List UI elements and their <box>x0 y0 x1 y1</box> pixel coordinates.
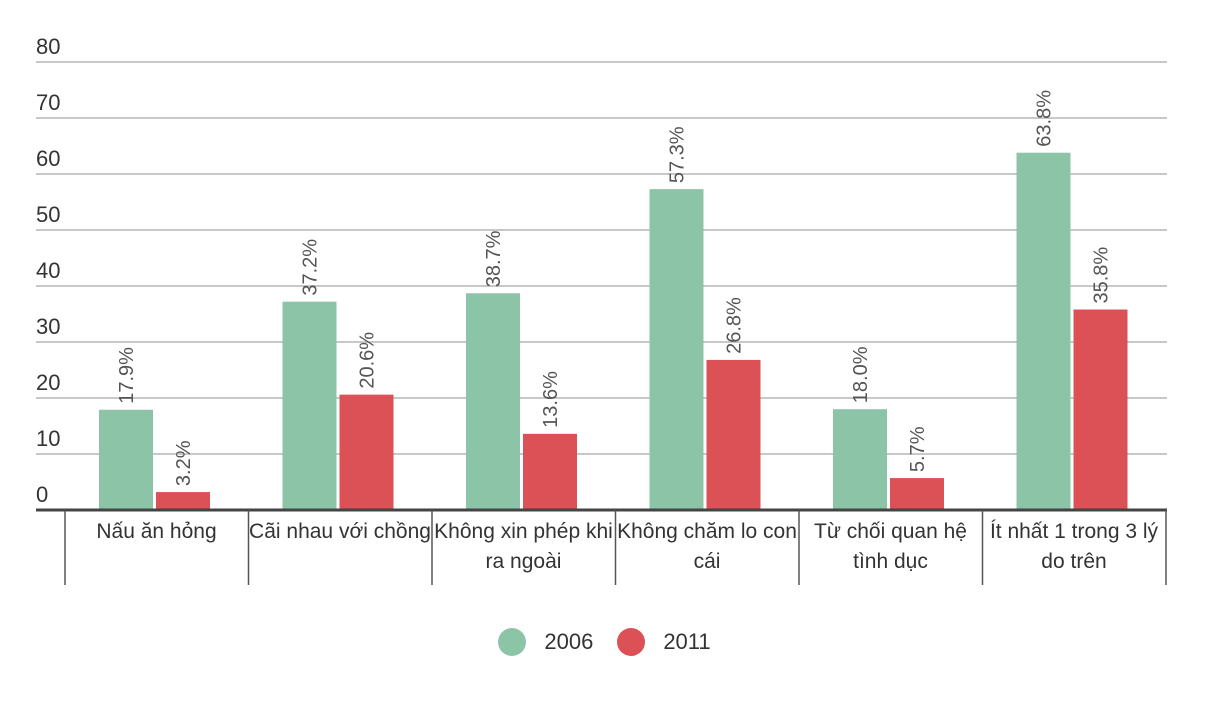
bar-2006 <box>99 409 153 510</box>
bar-2006 <box>833 409 887 510</box>
y-tick-label: 20 <box>36 370 60 395</box>
category-label: Nấu ăn hỏng <box>96 520 217 543</box>
category-label: Cãi nhau với chồng <box>249 520 431 543</box>
y-tick-label: 40 <box>36 258 60 283</box>
y-tick-label: 30 <box>36 314 60 339</box>
legend-item-2006: 2006 <box>498 628 593 656</box>
data-label: 13.6% <box>540 371 562 428</box>
data-label: 35.8% <box>1091 247 1113 304</box>
data-label: 18.0% <box>850 346 872 403</box>
bar-2006 <box>466 293 520 510</box>
legend-item-2011: 2011 <box>617 628 711 656</box>
category-label: Từ chối quan hệ tình dục <box>814 520 967 573</box>
data-label: 38.7% <box>483 230 505 287</box>
data-label: 3.2% <box>173 440 195 486</box>
bar-2011 <box>339 394 394 510</box>
y-tick-label: 60 <box>36 146 60 171</box>
bar-2006 <box>282 301 337 510</box>
data-label: 57.3% <box>667 126 689 183</box>
category-label: Không chăm lo con cái <box>617 520 797 573</box>
y-tick-label: 70 <box>36 90 60 115</box>
data-label: 20.6% <box>357 332 379 389</box>
bar-2011 <box>156 492 210 510</box>
legend-label-2011: 2011 <box>663 629 711 654</box>
y-tick-label: 0 <box>36 482 48 507</box>
bar-2006 <box>1016 152 1071 510</box>
bar-2011 <box>890 478 944 510</box>
data-label: 63.8% <box>1034 90 1056 147</box>
legend-swatch-2006 <box>498 628 527 656</box>
bar-2006 <box>649 189 704 510</box>
data-label: 26.8% <box>724 297 746 354</box>
category-label: Không xin phép khi ra ngoài <box>434 520 613 573</box>
legend-label-2006: 2006 <box>544 629 594 654</box>
data-label: 37.2% <box>300 239 322 296</box>
y-tick-label: 80 <box>36 34 60 59</box>
legend: 2006 2011 <box>0 628 1209 656</box>
bar-2011 <box>1073 309 1128 510</box>
y-tick-label: 10 <box>36 426 60 451</box>
bar-2011 <box>523 433 577 510</box>
y-tick-label: 50 <box>36 202 60 227</box>
category-label: Ít nhất 1 trong 3 lý do trên <box>989 520 1159 573</box>
data-label: 5.7% <box>907 426 929 472</box>
legend-swatch-2011 <box>617 628 646 656</box>
bar-2011 <box>706 359 761 510</box>
data-label: 17.9% <box>116 347 138 404</box>
